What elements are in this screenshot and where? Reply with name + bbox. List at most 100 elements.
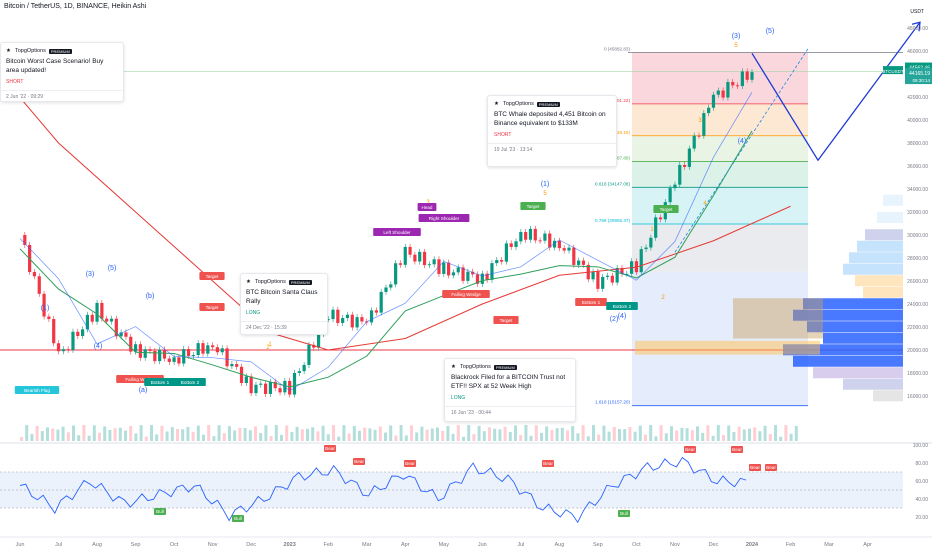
time-label: Dec xyxy=(709,542,719,548)
price-tick: 36000.00 xyxy=(907,164,928,170)
volume-profile-bar-12 xyxy=(813,367,903,379)
volume-bar xyxy=(118,427,122,441)
time-label: 2023 xyxy=(284,542,296,548)
fib-label-6: 1.618 (15157.20) xyxy=(595,400,630,405)
volume-bar xyxy=(597,434,601,441)
volume-bar xyxy=(347,433,351,441)
volume-profile-bar-14 xyxy=(873,390,903,402)
volume-bar xyxy=(35,425,39,441)
wave-label: (4) xyxy=(618,313,627,320)
volume-bar xyxy=(352,426,356,441)
wave-label: (4) xyxy=(738,138,747,145)
trend-dashed-line xyxy=(674,48,809,253)
idea-side: SHORT xyxy=(494,132,512,138)
volume-bar xyxy=(30,433,34,441)
volume-bar xyxy=(758,431,762,441)
wave-label: (b) xyxy=(146,293,155,300)
idea-title[interactable]: BTC Bitcoin Santa Claus Rally xyxy=(246,289,318,305)
time-label: Aug xyxy=(92,542,102,548)
volume-bar xyxy=(332,425,335,441)
last-tag-box xyxy=(905,68,932,85)
volume-bar xyxy=(508,432,512,441)
time-label: Feb xyxy=(786,542,795,548)
price-tick: 28000.00 xyxy=(907,256,928,262)
tag-label: Target xyxy=(527,204,540,209)
volume-profile-bar-11 xyxy=(793,355,903,367)
volume-bar xyxy=(503,426,507,441)
volume-bar xyxy=(165,431,169,441)
orange-wave-label: 1 xyxy=(650,227,654,233)
idea-card-1[interactable]: ★ TopgOptions PREMIUM Bitcoin Worst Case S… xyxy=(0,42,124,102)
volume-bar xyxy=(581,425,585,441)
author-logo-icon: ★ xyxy=(494,101,499,107)
symbol-tag: BTCUSDT xyxy=(882,69,904,74)
tag-label: Bearish Flag xyxy=(24,388,50,393)
volume-bar xyxy=(285,425,289,441)
volume-bar xyxy=(77,435,81,441)
volume-bar xyxy=(644,434,647,441)
volume-bar xyxy=(462,436,465,441)
rsi-tag: Bear xyxy=(405,461,415,466)
volume-bar xyxy=(482,431,486,441)
fib-zone-1 xyxy=(632,103,808,136)
countdown: 09:30:14 xyxy=(912,78,930,83)
volume-bar xyxy=(488,427,491,441)
tag-label: Left Shoulder xyxy=(383,230,411,235)
volume-bar xyxy=(191,431,195,441)
volume-bar xyxy=(295,426,299,441)
volume-bar xyxy=(763,425,767,441)
volume-bar xyxy=(87,435,91,441)
volume-bar xyxy=(259,433,263,441)
rsi-tag-box xyxy=(765,464,777,471)
volume-bar xyxy=(592,425,595,441)
fib-label-0: 0 (45882.83) xyxy=(604,46,631,51)
volume-bar xyxy=(300,429,304,441)
rsi-tag: Bull xyxy=(234,516,242,521)
rsi-tag-box xyxy=(684,446,696,453)
time-label: Mar xyxy=(362,542,372,548)
rsi-tag-box xyxy=(353,458,365,465)
rsi-tag-box xyxy=(404,460,416,467)
volume-bar xyxy=(430,428,434,441)
time-label: Jun xyxy=(478,542,487,548)
time-label: Sep xyxy=(593,542,603,548)
idea-card-4[interactable]: ★ TopgOptions PREMIUM Blackrock Filed for … xyxy=(444,358,576,422)
idea-title[interactable]: Bitcoin Worst Case Scenario! Buy area up… xyxy=(6,58,104,74)
idea-card-2[interactable]: ★ TopgOptions PREMIUM BTC Whale deposited … xyxy=(487,95,617,167)
volume-bar xyxy=(316,431,320,441)
poc-band xyxy=(635,340,820,355)
volume-bar xyxy=(768,434,772,441)
volume-bar xyxy=(269,436,273,441)
rsi-tag-box xyxy=(542,460,554,467)
idea-title[interactable]: BTC Whale deposited 4,451 Bitcoin on Bin… xyxy=(494,111,606,127)
tag-box xyxy=(14,386,60,394)
rsi-tick: 40.00 xyxy=(915,497,928,503)
rsi-tag-box xyxy=(749,464,761,471)
idea-date: 19 Jul '23 · 13:14 xyxy=(494,147,533,153)
last-price: 44165.19 xyxy=(909,71,930,77)
volume-bar xyxy=(467,425,471,441)
idea-side: SHORT xyxy=(6,79,24,85)
wave-label: (1) xyxy=(541,181,550,188)
price-tick: 34000.00 xyxy=(907,187,928,193)
idea-title[interactable]: Blackrock Filed for a BITCOIN Trust not … xyxy=(451,374,566,390)
tag-box xyxy=(520,202,546,210)
fib-zone-6 xyxy=(632,271,808,406)
idea-date: 2 Jun '22 · 09:29 xyxy=(6,94,44,100)
volume-bar xyxy=(519,435,523,441)
symbol-tag-box xyxy=(883,66,903,75)
volume-bar xyxy=(25,425,29,441)
wave-label: (5) xyxy=(766,28,775,35)
volume-bar xyxy=(753,427,757,441)
volume-bar xyxy=(326,434,330,441)
idea-card-3[interactable]: ★ TopgOptions PREMIUM BTC Bitcoin Santa Cl… xyxy=(240,273,328,335)
volume-bar xyxy=(675,430,679,441)
rsi-tag: Bull xyxy=(620,511,628,516)
rsi-tag-box xyxy=(324,445,336,452)
volume-bar xyxy=(441,430,445,441)
time-label: Nov xyxy=(670,542,680,548)
tag-box xyxy=(174,378,206,386)
fib-zone-2 xyxy=(632,135,808,162)
